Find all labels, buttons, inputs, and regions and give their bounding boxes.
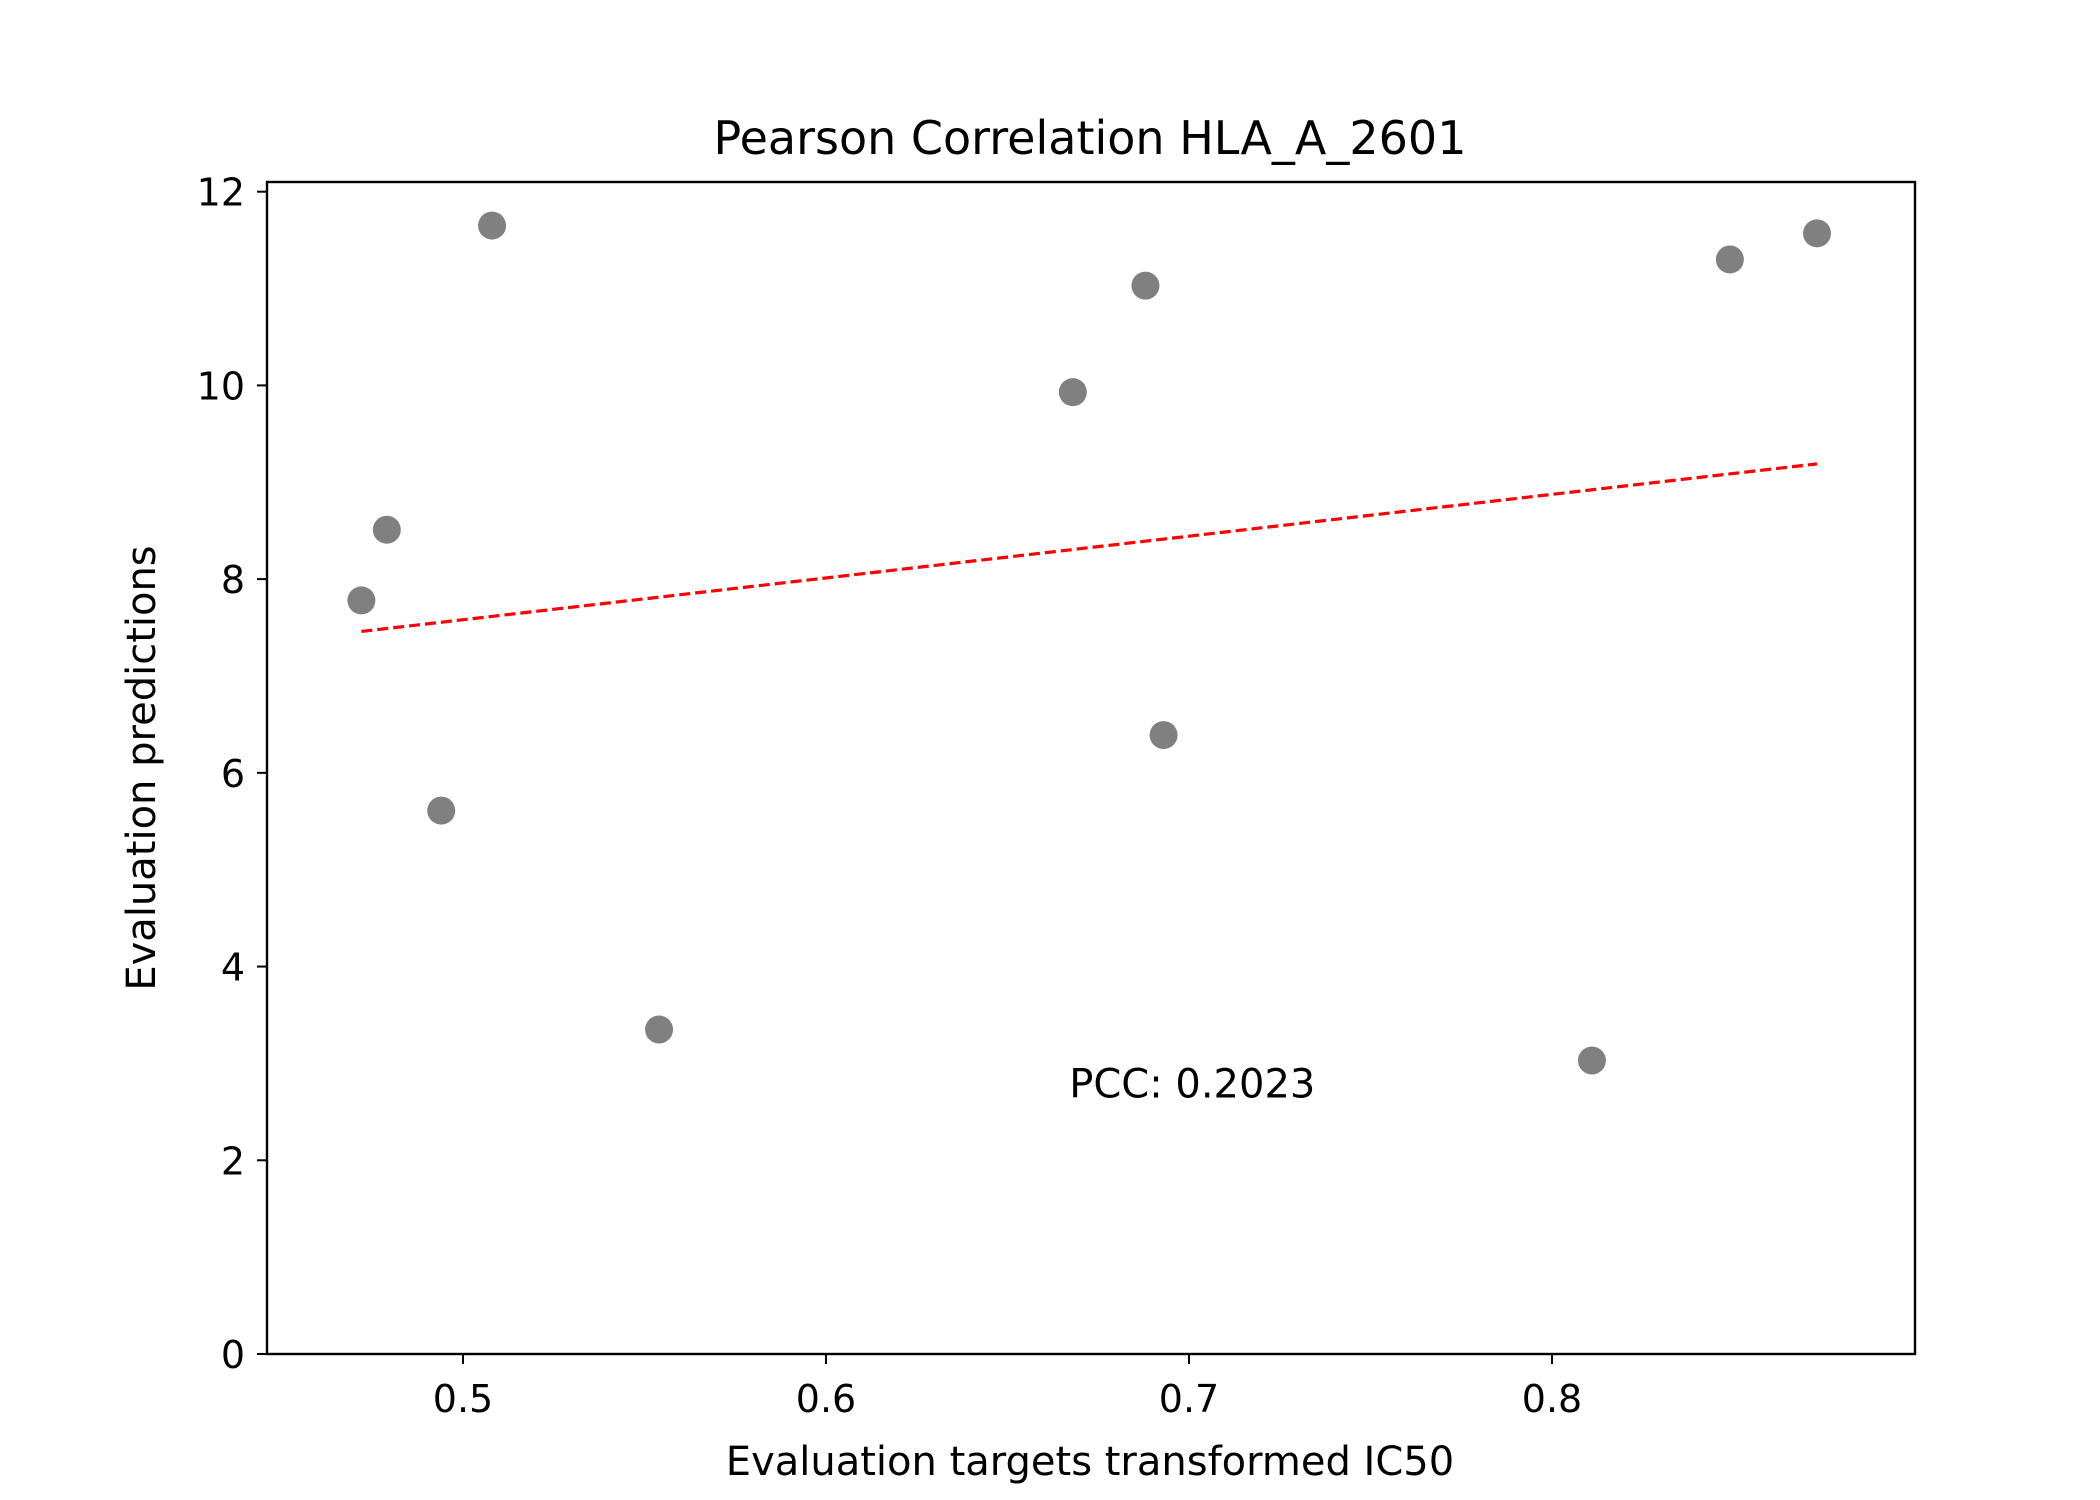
data-point-10 xyxy=(1802,219,1831,248)
data-point-2 xyxy=(427,796,456,825)
y-tick-label-5: 10 xyxy=(197,364,245,408)
x-axis-label: Evaluation targets transformed IC50 xyxy=(726,1439,1454,1485)
data-point-0 xyxy=(347,586,376,615)
y-tick-label-3: 6 xyxy=(221,752,245,796)
data-point-6 xyxy=(1131,271,1160,300)
x-tick-label-0: 0.5 xyxy=(433,1377,493,1421)
fit-line xyxy=(361,462,1818,634)
plot-area: 0.5 0.6 0.7 0.8 0 2 4 6 8 10 12 PCC: 0.2023 xyxy=(197,171,1917,1421)
data-point-3 xyxy=(478,211,507,240)
x-tick-label-1: 0.6 xyxy=(796,1377,856,1421)
x-tick-label-2: 0.7 xyxy=(1159,1377,1219,1421)
x-tick-label-3: 0.8 xyxy=(1522,1377,1582,1421)
axes-frame xyxy=(265,180,1917,1356)
y-tick-label-4: 8 xyxy=(221,558,245,602)
data-point-5 xyxy=(1058,378,1087,407)
data-point-4 xyxy=(645,1015,674,1044)
y-axis-label: Evaluation predictions xyxy=(119,545,165,990)
y-tick-label-1: 2 xyxy=(221,1139,245,1183)
y-tick-label-0: 0 xyxy=(221,1333,245,1377)
pcc-annotation: PCC: 0.2023 xyxy=(1069,1061,1315,1107)
y-tick-label-6: 12 xyxy=(197,171,245,215)
data-point-1 xyxy=(372,515,401,544)
data-point-8 xyxy=(1577,1046,1606,1075)
chart-title: Pearson Correlation HLA_A_2601 xyxy=(714,111,1467,165)
data-point-9 xyxy=(1715,245,1744,274)
y-tick-label-2: 4 xyxy=(221,946,245,990)
data-point-7 xyxy=(1149,721,1178,750)
